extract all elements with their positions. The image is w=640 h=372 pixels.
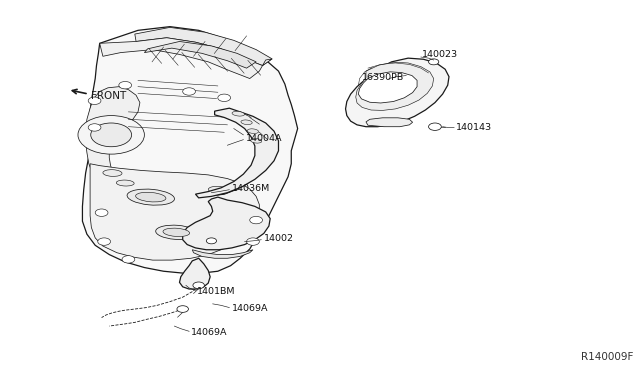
Text: 1401BM: 1401BM: [197, 287, 236, 296]
Circle shape: [122, 256, 135, 263]
Polygon shape: [100, 38, 272, 78]
Ellipse shape: [225, 222, 243, 228]
Polygon shape: [182, 197, 270, 250]
Polygon shape: [356, 62, 434, 110]
Text: 14069A: 14069A: [232, 304, 268, 313]
Ellipse shape: [136, 192, 166, 202]
Text: 14004A: 14004A: [246, 134, 282, 143]
Text: 14002: 14002: [264, 234, 294, 244]
Ellipse shape: [218, 205, 237, 212]
Polygon shape: [195, 108, 278, 198]
Ellipse shape: [241, 120, 252, 125]
Polygon shape: [86, 87, 140, 179]
Polygon shape: [366, 118, 413, 127]
Ellipse shape: [208, 186, 227, 193]
Text: 140023: 140023: [422, 50, 458, 59]
Polygon shape: [358, 72, 417, 103]
Text: 140143: 140143: [456, 123, 492, 132]
Circle shape: [88, 124, 101, 131]
Circle shape: [88, 97, 101, 105]
Circle shape: [91, 123, 132, 147]
Circle shape: [250, 217, 262, 224]
Circle shape: [119, 81, 132, 89]
Polygon shape: [192, 250, 253, 258]
Text: FRONT: FRONT: [92, 90, 127, 100]
Ellipse shape: [116, 180, 134, 186]
Ellipse shape: [163, 228, 189, 237]
Circle shape: [429, 59, 439, 65]
Ellipse shape: [127, 189, 175, 205]
Ellipse shape: [103, 170, 122, 176]
Polygon shape: [346, 58, 449, 127]
Circle shape: [95, 209, 108, 217]
Polygon shape: [145, 41, 256, 68]
Circle shape: [206, 238, 216, 244]
Text: 14069A: 14069A: [191, 328, 227, 337]
Ellipse shape: [232, 111, 244, 116]
Polygon shape: [83, 27, 298, 273]
Circle shape: [182, 88, 195, 95]
Polygon shape: [135, 28, 272, 65]
Circle shape: [177, 306, 188, 312]
Ellipse shape: [156, 225, 197, 240]
Circle shape: [246, 238, 259, 245]
Ellipse shape: [247, 129, 259, 134]
Ellipse shape: [250, 138, 262, 143]
Text: R140009F: R140009F: [580, 352, 633, 362]
Circle shape: [98, 238, 111, 245]
Circle shape: [78, 116, 145, 154]
Polygon shape: [90, 164, 259, 260]
Text: 14036M: 14036M: [232, 185, 270, 193]
Circle shape: [218, 94, 230, 102]
Circle shape: [429, 123, 442, 131]
Circle shape: [193, 282, 204, 289]
Polygon shape: [179, 258, 210, 289]
Text: 16390PB: 16390PB: [362, 73, 404, 82]
